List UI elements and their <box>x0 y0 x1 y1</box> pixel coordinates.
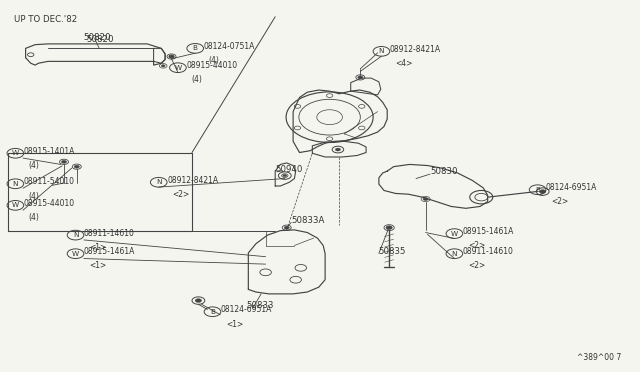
Text: N: N <box>156 179 161 185</box>
Text: 08915-44010: 08915-44010 <box>186 61 237 70</box>
Text: 08915-44010: 08915-44010 <box>24 199 75 208</box>
Text: B: B <box>535 187 540 193</box>
Text: 50833: 50833 <box>246 301 274 310</box>
Text: W: W <box>12 150 19 156</box>
Circle shape <box>161 65 165 67</box>
Text: 08911-14610: 08911-14610 <box>463 247 513 256</box>
Text: (4): (4) <box>29 161 40 170</box>
Text: 08915-1461A: 08915-1461A <box>84 247 135 256</box>
Text: N: N <box>452 251 457 257</box>
Text: 08124-6951A: 08124-6951A <box>221 305 272 314</box>
Circle shape <box>74 165 79 168</box>
Text: 50835: 50835 <box>379 247 406 256</box>
Circle shape <box>540 190 546 193</box>
Circle shape <box>61 160 67 163</box>
Circle shape <box>283 174 287 177</box>
Text: 08915-1401A: 08915-1401A <box>24 147 75 156</box>
Text: N: N <box>13 181 18 187</box>
Text: UP TO DEC.'82: UP TO DEC.'82 <box>14 15 77 24</box>
Circle shape <box>169 55 174 58</box>
Text: 50833A: 50833A <box>291 216 324 225</box>
Text: <2>: <2> <box>551 198 568 206</box>
Text: ^389^00 7: ^389^00 7 <box>577 353 621 362</box>
Circle shape <box>335 148 340 151</box>
Text: <1>: <1> <box>89 262 106 270</box>
Text: 08124-6951A: 08124-6951A <box>546 183 597 192</box>
Text: N: N <box>379 48 384 54</box>
Text: 50820: 50820 <box>83 33 111 42</box>
Text: (4): (4) <box>191 76 202 84</box>
Circle shape <box>423 198 428 201</box>
Text: <1>: <1> <box>89 243 106 252</box>
Circle shape <box>386 226 392 230</box>
Text: <2>: <2> <box>468 262 485 270</box>
Text: W: W <box>72 251 79 257</box>
Circle shape <box>195 299 202 302</box>
Text: (4): (4) <box>29 213 40 222</box>
Text: 50820: 50820 <box>86 35 114 44</box>
Text: 50940: 50940 <box>275 165 303 174</box>
Text: 08912-8421A: 08912-8421A <box>390 45 441 54</box>
Text: 08911-54010: 08911-54010 <box>24 177 75 186</box>
Text: <2>: <2> <box>468 241 485 250</box>
Text: 50830: 50830 <box>430 167 458 176</box>
Text: <4>: <4> <box>395 59 412 68</box>
Text: (4): (4) <box>29 192 40 201</box>
Text: 08915-1461A: 08915-1461A <box>463 227 514 236</box>
Text: 08912-8421A: 08912-8421A <box>167 176 218 185</box>
Text: (4): (4) <box>209 56 220 65</box>
Text: 08124-0751A: 08124-0751A <box>204 42 255 51</box>
Text: W: W <box>451 231 458 237</box>
Circle shape <box>358 76 363 79</box>
Text: <2>: <2> <box>172 190 189 199</box>
Circle shape <box>284 226 289 229</box>
Text: B: B <box>193 45 198 51</box>
Text: 08911-14610: 08911-14610 <box>84 229 134 238</box>
Text: <1>: <1> <box>226 320 243 328</box>
Text: B: B <box>210 309 215 315</box>
Text: W: W <box>12 202 19 208</box>
Text: N: N <box>73 232 78 238</box>
Text: W: W <box>174 65 182 71</box>
